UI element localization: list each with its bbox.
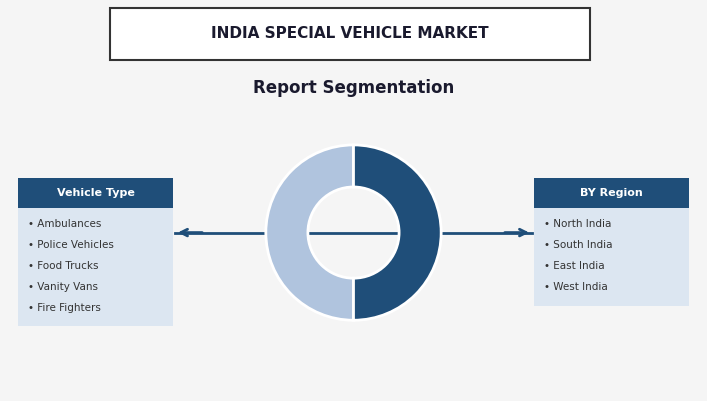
FancyBboxPatch shape bbox=[18, 208, 173, 326]
Text: BY Region: BY Region bbox=[580, 188, 643, 198]
FancyBboxPatch shape bbox=[534, 178, 689, 208]
Text: • Police Vehicles: • Police Vehicles bbox=[28, 240, 114, 250]
Text: Report Segmentation: Report Segmentation bbox=[253, 79, 455, 97]
FancyBboxPatch shape bbox=[18, 178, 173, 208]
Text: Vehicle Type: Vehicle Type bbox=[57, 188, 134, 198]
Text: • Vanity Vans: • Vanity Vans bbox=[28, 282, 98, 292]
Wedge shape bbox=[266, 145, 354, 320]
Wedge shape bbox=[354, 145, 441, 320]
FancyBboxPatch shape bbox=[110, 8, 590, 60]
Text: • South India: • South India bbox=[544, 240, 612, 250]
FancyBboxPatch shape bbox=[534, 208, 689, 306]
Text: • Food Trucks: • Food Trucks bbox=[28, 261, 98, 271]
Text: • East India: • East India bbox=[544, 261, 604, 271]
Text: • Fire Fighters: • Fire Fighters bbox=[28, 303, 101, 313]
Text: INDIA SPECIAL VEHICLE MARKET: INDIA SPECIAL VEHICLE MARKET bbox=[211, 26, 489, 41]
Text: • North India: • North India bbox=[544, 219, 612, 229]
Text: • Ambulances: • Ambulances bbox=[28, 219, 101, 229]
Text: • West India: • West India bbox=[544, 282, 608, 292]
